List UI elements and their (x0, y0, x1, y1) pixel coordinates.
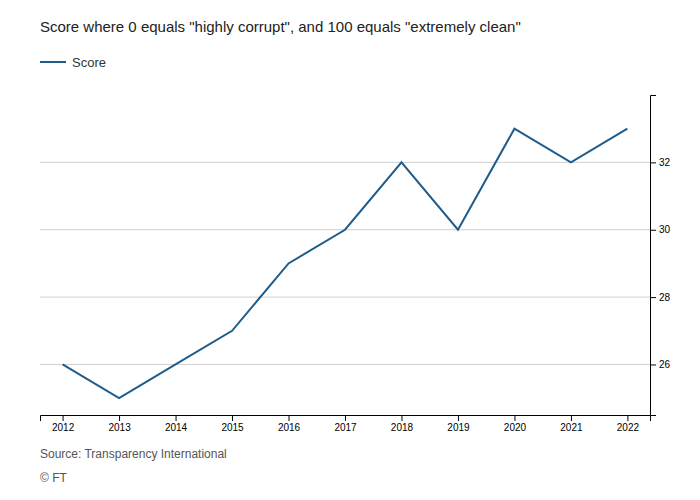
x-tick: 2012 (52, 415, 75, 433)
chart-svg: 2012 2013 2014 2015 2016 2017 2018 2019 2020 2021… (0, 0, 700, 500)
plot-area (63, 129, 628, 398)
chart-title: Score where 0 equals "highly corrupt", a… (40, 18, 521, 35)
x-tick: 2022 (617, 415, 640, 433)
x-tick-label: 2021 (560, 422, 583, 433)
x-axis: 2012 2013 2014 2015 2016 2017 2018 2019 2020 2021… (41, 415, 651, 433)
x-tick-label: 2017 (334, 422, 357, 433)
grid (40, 162, 650, 364)
x-tick-mark (289, 415, 290, 421)
x-tick-mark (401, 415, 402, 421)
x-tick: 2021 (560, 415, 583, 433)
legend-label: Score (72, 55, 106, 70)
x-tick-mark (119, 415, 120, 421)
x-tick: 2017 (334, 415, 357, 433)
y-tick-mark (650, 162, 656, 163)
chart-container: 2012 2013 2014 2015 2016 2017 2018 2019 2020 2021… (0, 0, 700, 500)
y-tick-mark (650, 297, 656, 298)
x-tick: 2018 (391, 415, 414, 433)
x-tick-label: 2014 (165, 422, 188, 433)
grid-line (40, 364, 650, 365)
x-tick-mark (458, 415, 459, 421)
y-tick: 32 (650, 157, 671, 168)
x-tick-mark (63, 415, 64, 421)
x-tick: 2016 (278, 415, 301, 433)
grid-line (40, 297, 650, 298)
y-tick-label: 26 (659, 359, 671, 370)
legend-item: Score (40, 55, 106, 70)
x-tick-mark (232, 415, 233, 421)
x-tick-label: 2016 (278, 422, 301, 433)
legend: Score (40, 55, 106, 70)
y-tick-label: 28 (659, 292, 671, 303)
x-tick-label: 2013 (108, 422, 131, 433)
x-tick: 2013 (108, 415, 131, 433)
grid-line (40, 162, 650, 163)
legend-swatch (40, 61, 66, 63)
y-tick: 28 (650, 292, 671, 303)
y-tick-label: 32 (659, 157, 671, 168)
series-line (63, 129, 628, 398)
x-tick-label: 2020 (504, 422, 527, 433)
x-tick: 2015 (221, 415, 244, 433)
x-tick: 2019 (447, 415, 470, 433)
y-tick-label: 30 (659, 224, 671, 235)
x-tick: 2014 (165, 415, 188, 433)
x-tick-label: 2022 (617, 422, 640, 433)
x-tick-mark (571, 415, 572, 421)
x-tick-label: 2018 (391, 422, 414, 433)
y-axis: 26 28 30 32 (650, 96, 671, 416)
y-tick-mark (650, 230, 656, 231)
y-tick-mark (650, 364, 656, 365)
x-tick: 2020 (504, 415, 527, 433)
x-tick-label: 2012 (52, 422, 75, 433)
annotation: Source: Transparency International (40, 447, 227, 461)
y-tick: 30 (650, 224, 671, 235)
x-tick-mark (627, 415, 628, 421)
x-tick-mark (514, 415, 515, 421)
y-tick: 26 (650, 359, 671, 370)
x-axis-line (41, 416, 651, 422)
x-tick-label: 2015 (221, 422, 244, 433)
x-tick-mark (176, 415, 177, 421)
annotation: © FT (40, 471, 68, 485)
x-tick-mark (345, 415, 346, 421)
x-tick-label: 2019 (447, 422, 470, 433)
y-axis-line (651, 96, 657, 416)
